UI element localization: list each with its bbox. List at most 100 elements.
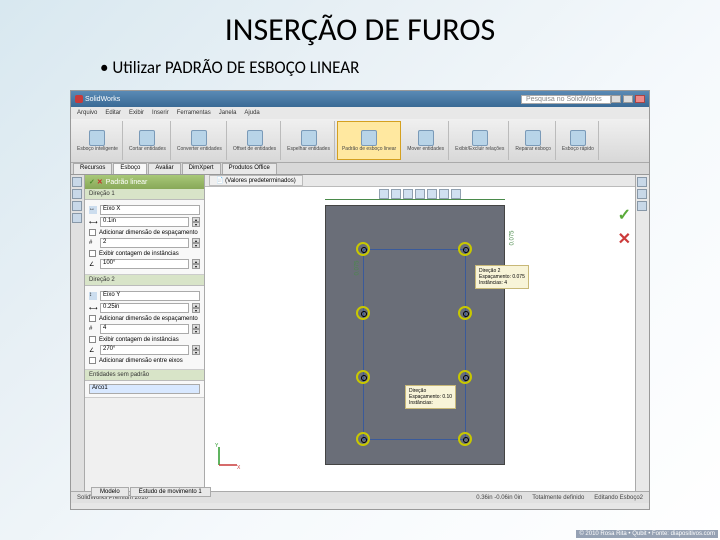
tool-offset[interactable]: Offset de entidades: [229, 121, 281, 160]
hole-circle[interactable]: [356, 432, 370, 446]
dim-check2-label: Adicionar dimensão de espaçamento: [99, 316, 198, 322]
tab-avaliar[interactable]: Avaliar: [148, 163, 180, 174]
section-dir2[interactable]: Direção 2: [85, 275, 204, 286]
spin-down[interactable]: ▾: [192, 350, 200, 355]
side-btn[interactable]: [637, 201, 647, 211]
angle-icon: ∠: [89, 261, 97, 268]
hole-circle[interactable]: [458, 432, 472, 446]
graphics-viewport[interactable]: 📄 (Valores predeterminados) 0.075 0: [205, 175, 635, 491]
menu-inserir[interactable]: Inserir: [152, 110, 169, 116]
dim-check1-label: Adicionar dimensão de espaçamento: [99, 230, 198, 236]
menu-editar[interactable]: Editar: [105, 110, 121, 116]
dim-check1[interactable]: [89, 229, 96, 236]
menu-janela[interactable]: Janela: [219, 110, 237, 116]
menu-arquivo[interactable]: Arquivo: [77, 110, 97, 116]
view-toolbar: [379, 189, 461, 199]
view-icon[interactable]: [403, 189, 413, 199]
menu-ajuda[interactable]: Ajuda: [244, 110, 259, 116]
side-btn[interactable]: [72, 177, 82, 187]
status-defined: Totalmente definido: [532, 495, 584, 501]
pattern-edge: [363, 249, 465, 250]
callout-dir1[interactable]: Direção Espaçamento: 0.10 Instâncias:: [405, 385, 456, 409]
tab-office[interactable]: Produtos Office: [222, 163, 277, 174]
side-btn[interactable]: [72, 201, 82, 211]
axis-x-input[interactable]: Eixo X: [100, 205, 200, 215]
tool-esboco[interactable]: Esboço inteligente: [73, 121, 123, 160]
spin-down[interactable]: ▾: [192, 329, 200, 334]
tab-recursos[interactable]: Recursos: [73, 163, 112, 174]
confirm-ok-icon[interactable]: ✓: [618, 205, 631, 225]
view-icon[interactable]: [439, 189, 449, 199]
view-icon[interactable]: [451, 189, 461, 199]
hole-circle[interactable]: [458, 370, 472, 384]
between-check[interactable]: [89, 357, 96, 364]
angle1-input[interactable]: 100°: [100, 259, 189, 269]
menubar: Arquivo Editar Exibir Inserir Ferramenta…: [71, 107, 649, 119]
side-btn[interactable]: [72, 213, 82, 223]
spacing1-input[interactable]: 0.1in: [100, 217, 189, 227]
side-btn[interactable]: [637, 189, 647, 199]
spin-down[interactable]: ▾: [192, 222, 200, 227]
inst-check2-label: Exibir contagem de instâncias: [99, 337, 179, 343]
menu-exibir[interactable]: Exibir: [129, 110, 144, 116]
side-btn[interactable]: [637, 177, 647, 187]
spacing2-input[interactable]: 0.25in: [100, 303, 189, 313]
dim-check2[interactable]: [89, 315, 96, 322]
entity-list[interactable]: Arco1: [89, 384, 200, 394]
doc-tab[interactable]: 📄 (Valores predeterminados): [209, 175, 303, 186]
inst-check2[interactable]: [89, 336, 96, 343]
hole-circle[interactable]: [356, 306, 370, 320]
close-icon[interactable]: [635, 95, 645, 103]
hole-circle[interactable]: [356, 242, 370, 256]
count-icon: #: [89, 240, 97, 246]
tab-motion[interactable]: Estudo de movimento 1: [130, 487, 211, 497]
maximize-icon[interactable]: [623, 95, 633, 103]
search-box[interactable]: Pesquisa no SolidWorks: [521, 95, 611, 104]
tool-mover[interactable]: Mover entidades: [403, 121, 449, 160]
hole-circle[interactable]: [356, 370, 370, 384]
part-face[interactable]: [325, 205, 505, 465]
spin-down[interactable]: ▾: [192, 264, 200, 269]
minimize-icon[interactable]: [611, 95, 621, 103]
tab-dimxpert[interactable]: DimXpert: [182, 163, 221, 174]
tab-esboco[interactable]: Esboço: [113, 163, 147, 174]
tool-cortar[interactable]: Cortar entidades: [125, 121, 171, 160]
confirm-corner: ✓ ✕: [618, 205, 631, 249]
spin-down[interactable]: ▾: [192, 243, 200, 248]
inst-check1-label: Exibir contagem de instâncias: [99, 251, 179, 257]
inst-check1[interactable]: [89, 250, 96, 257]
confirm-cancel-icon[interactable]: ✕: [618, 229, 631, 249]
view-icon[interactable]: [391, 189, 401, 199]
tool-rapido[interactable]: Esboço rápido: [558, 121, 599, 160]
axis-y-input[interactable]: Eixo Y: [100, 291, 200, 301]
section-entities[interactable]: Entidades sem padrão: [85, 370, 204, 381]
menu-ferramentas[interactable]: Ferramentas: [177, 110, 211, 116]
view-icon[interactable]: [427, 189, 437, 199]
section-dir1[interactable]: Direção 1: [85, 189, 204, 200]
ok-icon[interactable]: ✓: [89, 178, 95, 186]
reverse-icon[interactable]: ↕: [89, 292, 97, 300]
view-icon[interactable]: [415, 189, 425, 199]
tab-modelo[interactable]: Modelo: [91, 487, 129, 497]
tool-padrao-linear[interactable]: Padrão de esboço linear: [337, 121, 401, 160]
side-btn[interactable]: [72, 189, 82, 199]
cancel-icon[interactable]: ✕: [97, 178, 103, 186]
reverse-icon[interactable]: ↔: [89, 206, 97, 214]
solidworks-window: SolidWorks Pesquisa no SolidWorks Arquiv…: [70, 90, 650, 510]
instances1-input[interactable]: 2: [100, 238, 189, 248]
spin-down[interactable]: ▾: [192, 308, 200, 313]
left-side-toolbar: [71, 175, 85, 491]
tool-espelhar[interactable]: Espelhar entidades: [283, 121, 335, 160]
hole-circle[interactable]: [458, 242, 472, 256]
tool-relacoes[interactable]: Exibir/Excluir relações: [451, 121, 509, 160]
tool-converter[interactable]: Converter entidades: [173, 121, 227, 160]
instances2-input[interactable]: 4: [100, 324, 189, 334]
hole-circle[interactable]: [458, 306, 472, 320]
command-toolbar: Esboço inteligente Cortar entidades Conv…: [71, 119, 649, 163]
count-icon: #: [89, 326, 97, 332]
spacing-icon: ⟷: [89, 219, 97, 226]
angle2-input[interactable]: 270°: [100, 345, 189, 355]
callout-dir2[interactable]: Direção 2 Espaçamento: 0.075 Instâncias:…: [475, 265, 529, 289]
tool-reparar[interactable]: Reparar esboço: [511, 121, 556, 160]
view-icon[interactable]: [379, 189, 389, 199]
